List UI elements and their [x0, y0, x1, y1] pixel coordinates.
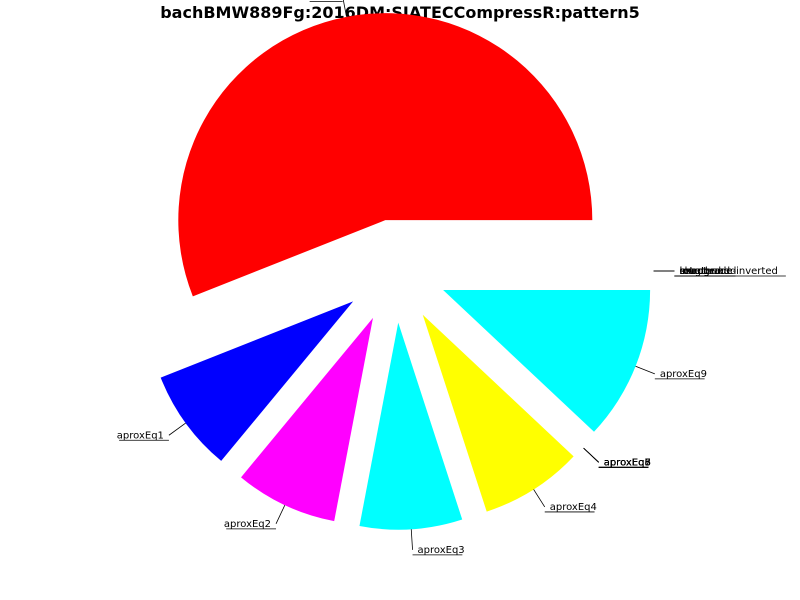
- slice-label-retrograde-inverted: retrograde-inverted: [679, 266, 777, 277]
- slice-label-aproxeq5: aproxEq5: [604, 457, 651, 468]
- slice-label-aproxeq7: aproxEq7: [604, 457, 651, 468]
- leader-line-aproxeq4: [533, 489, 546, 508]
- pie-slices: [160, 13, 651, 530]
- pie-slice-aproxeq9: [443, 290, 651, 432]
- leader-line-aproxeq1: [168, 422, 186, 436]
- slice-label-aproxeq4: aproxEq4: [550, 502, 597, 513]
- slice-label-aproxeq2: aproxEq2: [224, 519, 271, 530]
- pie-slice-aproxeq2: [241, 317, 373, 522]
- slice-label-shortened: shortened: [679, 266, 730, 277]
- pie-slice-other: [178, 13, 593, 297]
- leader-line-aproxeq8: [583, 447, 599, 463]
- slice-label-aproxeq9: aproxEq9: [660, 369, 707, 380]
- pie-slice-aproxeq1: [160, 301, 354, 461]
- slice-label-aproxeq3: aproxEq3: [418, 545, 465, 556]
- pie-labels: otheraproxEq1aproxEq2aproxEq3aproxEq4apr…: [117, 0, 786, 556]
- chart-title: bachBMW889Fg:2016DM:SIATECCompressR:patt…: [160, 3, 640, 22]
- leader-line-aproxeq9: [635, 365, 655, 375]
- slice-label-retrograde: retrograde: [679, 266, 732, 277]
- slice-label-lengthened: lengthened: [679, 266, 736, 277]
- leader-line-aproxeq2: [275, 504, 286, 525]
- pie-slice-aproxeq3: [359, 322, 463, 530]
- slice-label-aproxeq6: aproxEq6: [604, 457, 651, 468]
- slice-label-inverted: inverted: [679, 266, 721, 277]
- slice-label-aproxeq1: aproxEq1: [117, 430, 164, 441]
- leader-line-other: [342, 0, 347, 17]
- leader-line-aproxeq3: [410, 529, 413, 550]
- slice-label-exact: exact: [679, 266, 707, 277]
- slice-label-aproxeq8: aproxEq8: [604, 457, 651, 468]
- pie-slice-aproxeq4: [422, 314, 574, 512]
